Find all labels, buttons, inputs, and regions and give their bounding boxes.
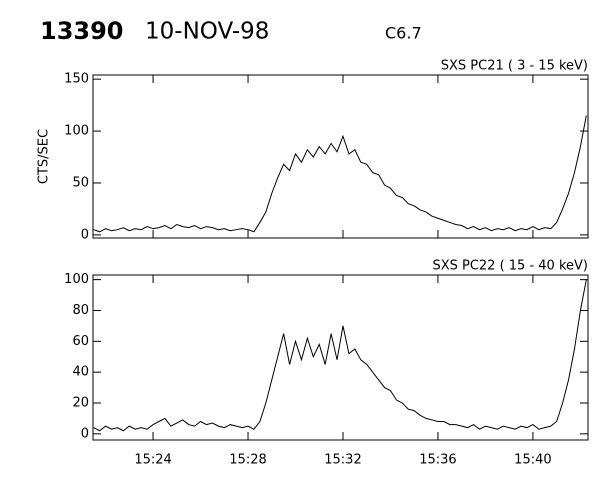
y-tick-label: 40: [72, 365, 89, 380]
plot-frame: [92, 274, 589, 441]
x-tick-label: 15:36: [419, 453, 456, 468]
y-tick-label: 100: [64, 272, 89, 287]
plot-frame: [92, 74, 589, 239]
y-tick-label: 100: [64, 124, 89, 139]
event-date: 10-NOV-98: [145, 19, 269, 45]
x-tick-label: 15:32: [324, 453, 361, 468]
x-tick-label: 15:24: [134, 453, 171, 468]
y-tick-label: 20: [72, 395, 89, 410]
x-tick-label: 15:28: [229, 453, 266, 468]
plot-title: SXS PC22 ( 15 - 40 keV): [432, 259, 588, 274]
y-axis-label: CTS/SEC: [37, 129, 52, 184]
y-tick-label: 50: [72, 175, 89, 190]
data-line: [93, 279, 587, 432]
flare-class: C6.7: [385, 24, 422, 43]
y-tick-label: 150: [64, 72, 89, 87]
event-id: 13390: [40, 17, 124, 45]
y-tick-label: 0: [81, 227, 89, 242]
data-line: [93, 115, 587, 233]
y-tick-label: 0: [81, 426, 89, 441]
plot-title: SXS PC21 ( 3 - 15 keV): [441, 59, 588, 74]
x-tick-label: 15:40: [514, 453, 551, 468]
y-tick-label: 60: [72, 334, 89, 349]
y-tick-label: 80: [72, 303, 89, 318]
